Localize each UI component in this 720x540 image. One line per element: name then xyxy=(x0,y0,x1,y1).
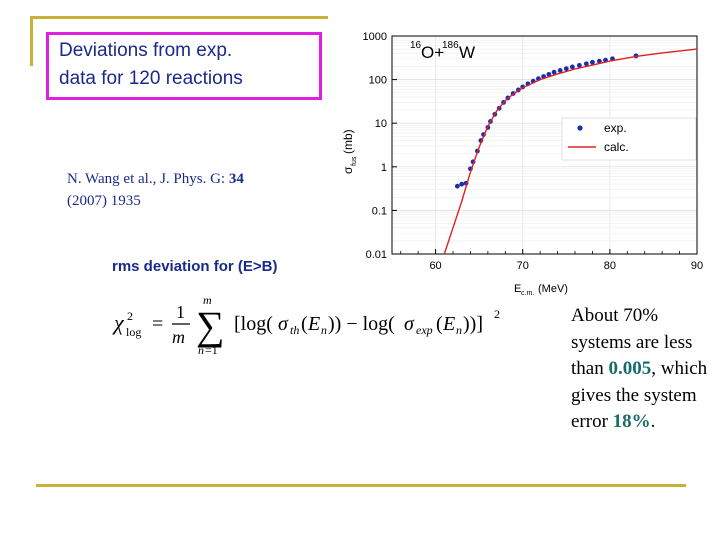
legend-exp-marker xyxy=(577,125,583,131)
svg-text:=1: =1 xyxy=(205,343,218,357)
y-tick-label-2: 1 xyxy=(381,162,387,174)
plot-frame xyxy=(391,35,698,255)
chi-square-formula: χ 2 log = 1 m m ∑ n =1 [log( σ th ( E n … xyxy=(112,293,500,357)
note-value-1: 0.005 xyxy=(608,358,652,379)
annotation-mass2: 186 xyxy=(442,40,459,51)
svg-text:E: E xyxy=(442,313,455,335)
x-tick-label-1: 70 xyxy=(517,260,529,272)
svg-text:∑: ∑ xyxy=(196,303,225,348)
svg-text:(: ( xyxy=(301,313,308,335)
title-line-2: data for 120 reactions xyxy=(59,68,243,89)
title-line-1: Deviations from exp. xyxy=(59,40,233,61)
x-axis-label-sub: c.m. xyxy=(521,290,534,297)
svg-text:th: th xyxy=(290,323,299,337)
svg-text:n: n xyxy=(321,323,327,337)
x-tick-label-3: 90 xyxy=(691,260,703,272)
svg-text:2: 2 xyxy=(494,307,500,321)
annotation-el1: O+ xyxy=(421,43,444,62)
fusion-cross-section-chart: 60 70 80 90 0.01 0.1 1 10 100 1000 16 O+ 186 W ex… xyxy=(341,31,704,297)
x-tick-label-0: 60 xyxy=(429,260,441,272)
legend-calc-label: calc. xyxy=(604,140,629,154)
reference-authors: N. Wang et al., J. Phys. G: xyxy=(67,171,229,187)
y-axis-label: σ fus (mb) xyxy=(341,129,358,174)
svg-text:E: E xyxy=(307,313,320,335)
y-axis-label-unit: (mb) xyxy=(341,129,355,154)
exp-point-23 xyxy=(557,68,563,73)
x-axis-label-main: E xyxy=(514,283,521,295)
top-rule xyxy=(30,16,328,19)
svg-text:m: m xyxy=(203,293,212,307)
svg-text:m: m xyxy=(172,327,185,347)
legend: exp. calc. xyxy=(561,117,697,161)
svg-text:(: ( xyxy=(436,313,443,335)
svg-text:log: log xyxy=(126,325,141,339)
exp-point-22 xyxy=(551,69,557,75)
chart-ticks: 60 70 80 90 0.01 0.1 1 10 100 1000 xyxy=(363,31,704,272)
svg-text:[log(: [log( xyxy=(234,313,273,335)
exp-point-0 xyxy=(454,183,460,189)
y-tick-label-3: 10 xyxy=(375,118,387,130)
x-axis-label: E c.m. (MeV) xyxy=(514,283,568,297)
exp-point-1 xyxy=(459,181,465,187)
reference-volume: 34 xyxy=(228,171,244,187)
svg-text:1: 1 xyxy=(176,302,185,322)
annotation-mass1: 16 xyxy=(410,40,422,51)
series-calc-line xyxy=(443,48,698,255)
note-value-2: 18% xyxy=(612,411,651,432)
legend-box xyxy=(561,117,697,161)
y-axis-label-main: σ xyxy=(341,166,355,174)
x-axis-label-unit: (MeV) xyxy=(538,283,568,295)
note-text-1: About 70% systems are less than xyxy=(571,305,693,379)
reference-line-1: N. Wang et al., J. Phys. G: 34 xyxy=(67,168,244,190)
title-box: Deviations from exp. data for 120 reacti… xyxy=(46,32,322,100)
note-text-2: , which gives the system error xyxy=(571,358,708,432)
y-tick-label-0: 0.01 xyxy=(366,249,387,261)
exp-point-28 xyxy=(590,59,595,65)
chart-series xyxy=(443,48,698,255)
svg-text:n: n xyxy=(198,343,204,357)
exp-point-27 xyxy=(583,61,589,67)
exp-point-29 xyxy=(597,58,602,64)
bottom-rule xyxy=(36,484,686,487)
svg-text:exp: exp xyxy=(416,323,433,337)
legend-exp-label: exp. xyxy=(604,121,627,135)
x-tick-label-2: 80 xyxy=(604,260,616,272)
exp-point-24 xyxy=(563,66,569,72)
svg-text:))]: ))] xyxy=(463,313,483,335)
exp-point-26 xyxy=(576,62,582,68)
svg-text:n: n xyxy=(456,323,462,337)
svg-text:χ: χ xyxy=(112,310,125,335)
exp-point-21 xyxy=(546,71,552,77)
y-axis-label-sub: fus xyxy=(351,156,358,166)
note-text-3: . xyxy=(650,411,656,432)
y-tick-label-4: 100 xyxy=(369,75,387,87)
exp-point-25 xyxy=(569,64,575,70)
svg-text:σ: σ xyxy=(404,313,415,335)
svg-text:2: 2 xyxy=(127,309,133,323)
reference: N. Wang et al., J. Phys. G: 34 (2007) 19… xyxy=(67,168,244,212)
rms-label: rms deviation for (E>B) xyxy=(112,258,278,275)
svg-text:=: = xyxy=(152,313,163,335)
y-tick-label-5: 1000 xyxy=(363,31,387,43)
conclusion-note: About 70% systems are less than 0.005, w… xyxy=(571,303,720,436)
annotation-el2: W xyxy=(459,43,475,62)
svg-text:)) − log(: )) − log( xyxy=(328,313,395,335)
left-rule xyxy=(30,16,33,66)
reference-line-2: (2007) 1935 xyxy=(67,193,141,209)
y-tick-label-1: 0.1 xyxy=(372,205,387,217)
svg-text:σ: σ xyxy=(278,313,289,335)
